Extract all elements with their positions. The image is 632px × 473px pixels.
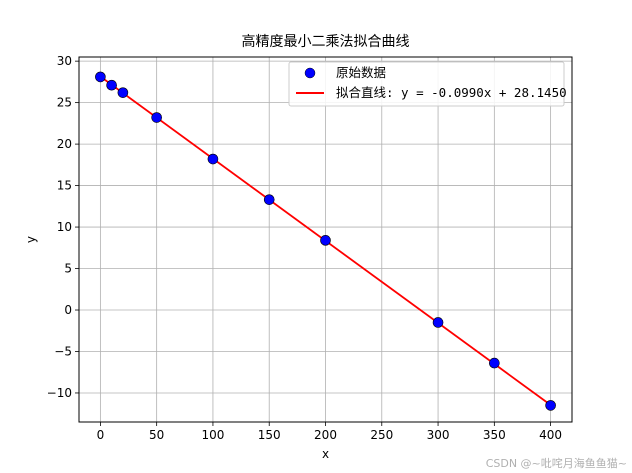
- legend-entry-raw-data: 原始数据: [336, 65, 386, 80]
- y-tick-label: 10: [57, 220, 72, 234]
- data-point: [263, 194, 275, 205]
- data-point: [95, 71, 106, 83]
- y-axis-label: y: [24, 236, 38, 243]
- y-tick-label: 30: [57, 54, 72, 68]
- legend-entry-fit-line: 拟合直线: y = -0.0990x + 28.1450: [336, 85, 567, 100]
- x-axis-label: x: [322, 447, 329, 461]
- data-point: [432, 317, 444, 328]
- chart-title: 高精度最小二乘法拟合曲线: [242, 33, 410, 50]
- x-tick-label: 200: [314, 428, 337, 442]
- data-point: [207, 153, 219, 165]
- x-tick-label: 350: [483, 428, 506, 442]
- legend-marker-raw-data: [304, 67, 316, 79]
- x-tick-label: 300: [427, 428, 450, 442]
- data-point: [106, 79, 117, 91]
- data-point: [151, 112, 162, 123]
- x-tick-label: 150: [258, 428, 281, 442]
- x-tick-label: 250: [370, 428, 393, 442]
- y-tick-label: 20: [57, 137, 72, 151]
- y-tick-label: 25: [57, 96, 72, 110]
- y-tick-label: 5: [64, 262, 72, 276]
- ticks: 0 50 100 150 200 250 300 350 400 −10 −5 0 5 10 15 20 25 3…: [47, 54, 562, 442]
- data-point: [320, 235, 331, 246]
- data-point: [489, 357, 500, 369]
- data-point: [117, 87, 129, 98]
- legend: 原始数据 拟合直线: y = -0.0990x + 28.1450: [288, 61, 567, 107]
- y-tick-label: 15: [57, 179, 72, 193]
- data-point: [545, 400, 556, 411]
- x-tick-label: 0: [97, 428, 105, 442]
- y-tick-label: −10: [47, 386, 72, 400]
- x-tick-label: 100: [201, 428, 224, 442]
- series-layer: [95, 71, 556, 411]
- grid: [79, 57, 572, 422]
- x-tick-label: 50: [149, 428, 164, 442]
- y-tick-label: −5: [54, 344, 72, 358]
- watermark: CSDN @~吡咤月海鱼鱼猫~: [486, 456, 627, 470]
- x-tick-label: 400: [539, 428, 562, 442]
- legend-box: [288, 61, 565, 107]
- y-tick-label: 0: [64, 303, 72, 317]
